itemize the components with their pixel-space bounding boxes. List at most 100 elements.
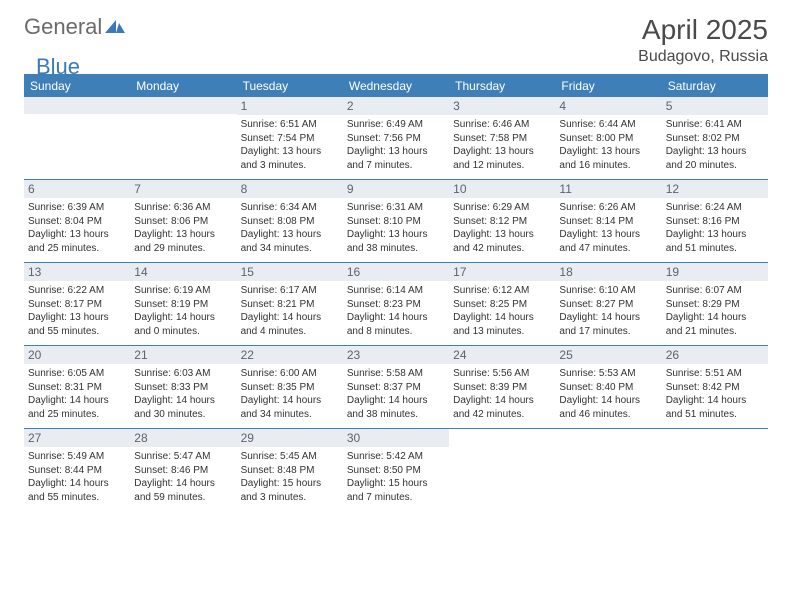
day-number: 20 [24, 346, 130, 364]
day-details: Sunrise: 6:46 AMSunset: 7:58 PMDaylight:… [453, 118, 551, 172]
day-details: Sunrise: 6:29 AMSunset: 8:12 PMDaylight:… [453, 201, 551, 255]
week-row: 6 Sunrise: 6:39 AMSunset: 8:04 PMDaylight… [24, 179, 768, 262]
day-details: Sunrise: 6:26 AMSunset: 8:14 PMDaylight:… [559, 201, 657, 255]
week-row: 20 Sunrise: 6:05 AMSunset: 8:31 PMDayligh… [24, 345, 768, 428]
day-details: Sunrise: 5:56 AMSunset: 8:39 PMDaylight:… [453, 367, 551, 421]
empty-day-bar [130, 97, 236, 114]
week-row: 13Sunrise: 6:22 AMSunset: 8:17 PMDayligh… [24, 262, 768, 345]
day-details: Sunrise: 6:19 AMSunset: 8:19 PMDaylight:… [134, 284, 232, 338]
day-cell: 2 Sunrise: 6:49 AMSunset: 7:56 PMDaylight… [343, 97, 449, 179]
day-number: 2 [343, 97, 449, 115]
day-details: Sunrise: 5:45 AMSunset: 8:48 PMDaylight:… [241, 450, 339, 504]
day-number: 22 [237, 346, 343, 364]
day-header-tuesday: Tuesday [237, 75, 343, 97]
day-header-thursday: Thursday [449, 75, 555, 97]
day-cell: 6 Sunrise: 6:39 AMSunset: 8:04 PMDaylight… [24, 180, 130, 262]
day-number: 12 [662, 180, 768, 198]
day-number: 7 [130, 180, 236, 198]
empty-day-cell [555, 429, 661, 511]
day-number: 24 [449, 346, 555, 364]
day-cell: 12 Sunrise: 6:24 AMSunset: 8:16 PMDayligh… [662, 180, 768, 262]
day-details: Sunrise: 5:51 AMSunset: 8:42 PMDaylight:… [666, 367, 764, 421]
day-number: 5 [662, 97, 768, 115]
day-number: 9 [343, 180, 449, 198]
day-header-friday: Friday [555, 75, 661, 97]
day-number: 28 [130, 429, 236, 447]
day-cell: 24 Sunrise: 5:56 AMSunset: 8:39 PMDayligh… [449, 346, 555, 428]
day-number: 30 [343, 429, 449, 447]
day-cell: 3 Sunrise: 6:46 AMSunset: 7:58 PMDaylight… [449, 97, 555, 179]
day-number: 14 [130, 263, 236, 281]
day-number: 18 [555, 263, 661, 281]
day-number: 8 [237, 180, 343, 198]
day-number: 6 [24, 180, 130, 198]
day-cell: 20 Sunrise: 6:05 AMSunset: 8:31 PMDayligh… [24, 346, 130, 428]
day-header-wednesday: Wednesday [343, 75, 449, 97]
day-details: Sunrise: 6:36 AMSunset: 8:06 PMDaylight:… [134, 201, 232, 255]
day-number: 4 [555, 97, 661, 115]
day-number: 17 [449, 263, 555, 281]
day-cell: 19 Sunrise: 6:07 AMSunset: 8:29 PMDayligh… [662, 263, 768, 345]
weeks-container: 1Sunrise: 6:51 AMSunset: 7:54 PMDaylight… [24, 97, 768, 511]
day-number: 25 [555, 346, 661, 364]
logo-triangle-icon [105, 17, 125, 38]
day-details: Sunrise: 5:49 AMSunset: 8:44 PMDaylight:… [28, 450, 126, 504]
day-details: Sunrise: 5:53 AMSunset: 8:40 PMDaylight:… [559, 367, 657, 421]
day-cell: 17 Sunrise: 6:12 AMSunset: 8:25 PMDayligh… [449, 263, 555, 345]
title-block: April 2025 Budagovo, Russia [638, 14, 768, 66]
week-row: 27 Sunrise: 5:49 AMSunset: 8:44 PMDayligh… [24, 428, 768, 511]
day-cell: 4Sunrise: 6:44 AMSunset: 8:00 PMDaylight… [555, 97, 661, 179]
day-cell: 8 Sunrise: 6:34 AMSunset: 8:08 PMDaylight… [237, 180, 343, 262]
day-details: Sunrise: 6:12 AMSunset: 8:25 PMDaylight:… [453, 284, 551, 338]
day-cell: 15 Sunrise: 6:17 AMSunset: 8:21 PMDayligh… [237, 263, 343, 345]
day-details: Sunrise: 6:31 AMSunset: 8:10 PMDaylight:… [347, 201, 445, 255]
day-number: 19 [662, 263, 768, 281]
day-cell: 23Sunrise: 5:58 AMSunset: 8:37 PMDayligh… [343, 346, 449, 428]
day-number: 21 [130, 346, 236, 364]
day-cell: 21Sunrise: 6:03 AMSunset: 8:33 PMDayligh… [130, 346, 236, 428]
day-number: 3 [449, 97, 555, 115]
day-details: Sunrise: 6:17 AMSunset: 8:21 PMDaylight:… [241, 284, 339, 338]
day-number: 15 [237, 263, 343, 281]
day-number: 10 [449, 180, 555, 198]
day-cell: 30 Sunrise: 5:42 AMSunset: 8:50 PMDayligh… [343, 429, 449, 511]
day-details: Sunrise: 6:24 AMSunset: 8:16 PMDaylight:… [666, 201, 764, 255]
day-details: Sunrise: 6:22 AMSunset: 8:17 PMDaylight:… [28, 284, 126, 338]
day-header-saturday: Saturday [662, 75, 768, 97]
day-details: Sunrise: 6:51 AMSunset: 7:54 PMDaylight:… [241, 118, 339, 172]
day-cell: 25 Sunrise: 5:53 AMSunset: 8:40 PMDayligh… [555, 346, 661, 428]
day-details: Sunrise: 5:42 AMSunset: 8:50 PMDaylight:… [347, 450, 445, 504]
day-details: Sunrise: 6:00 AMSunset: 8:35 PMDaylight:… [241, 367, 339, 421]
day-cell: 14 Sunrise: 6:19 AMSunset: 8:19 PMDayligh… [130, 263, 236, 345]
day-number: 11 [555, 180, 661, 198]
day-cell: 1Sunrise: 6:51 AMSunset: 7:54 PMDaylight… [237, 97, 343, 179]
logo-text-blue: Blue [36, 54, 80, 80]
day-cell: 18 Sunrise: 6:10 AMSunset: 8:27 PMDayligh… [555, 263, 661, 345]
day-cell: 16Sunrise: 6:14 AMSunset: 8:23 PMDayligh… [343, 263, 449, 345]
month-title: April 2025 [638, 14, 768, 46]
empty-day-cell [662, 429, 768, 511]
day-details: Sunrise: 6:39 AMSunset: 8:04 PMDaylight:… [28, 201, 126, 255]
day-cell: 22 Sunrise: 6:00 AMSunset: 8:35 PMDayligh… [237, 346, 343, 428]
day-details: Sunrise: 6:10 AMSunset: 8:27 PMDaylight:… [559, 284, 657, 338]
logo-text-general: General [24, 14, 102, 40]
day-cell: 9 Sunrise: 6:31 AMSunset: 8:10 PMDaylight… [343, 180, 449, 262]
calendar: SundayMondayTuesdayWednesdayThursdayFrid… [0, 74, 792, 511]
day-cell: 7 Sunrise: 6:36 AMSunset: 8:06 PMDaylight… [130, 180, 236, 262]
day-number: 27 [24, 429, 130, 447]
day-details: Sunrise: 5:47 AMSunset: 8:46 PMDaylight:… [134, 450, 232, 504]
day-details: Sunrise: 6:49 AMSunset: 7:56 PMDaylight:… [347, 118, 445, 172]
day-header-monday: Monday [130, 75, 236, 97]
days-header-row: SundayMondayTuesdayWednesdayThursdayFrid… [24, 75, 768, 97]
logo: General Blue [24, 14, 127, 40]
day-cell: 29 Sunrise: 5:45 AMSunset: 8:48 PMDayligh… [237, 429, 343, 511]
location: Budagovo, Russia [638, 48, 768, 66]
day-cell: 27 Sunrise: 5:49 AMSunset: 8:44 PMDayligh… [24, 429, 130, 511]
empty-day-cell [24, 97, 130, 179]
day-number: 29 [237, 429, 343, 447]
day-details: Sunrise: 6:05 AMSunset: 8:31 PMDaylight:… [28, 367, 126, 421]
empty-day-bar [24, 97, 130, 114]
empty-day-cell [449, 429, 555, 511]
day-details: Sunrise: 6:07 AMSunset: 8:29 PMDaylight:… [666, 284, 764, 338]
day-details: Sunrise: 6:34 AMSunset: 8:08 PMDaylight:… [241, 201, 339, 255]
